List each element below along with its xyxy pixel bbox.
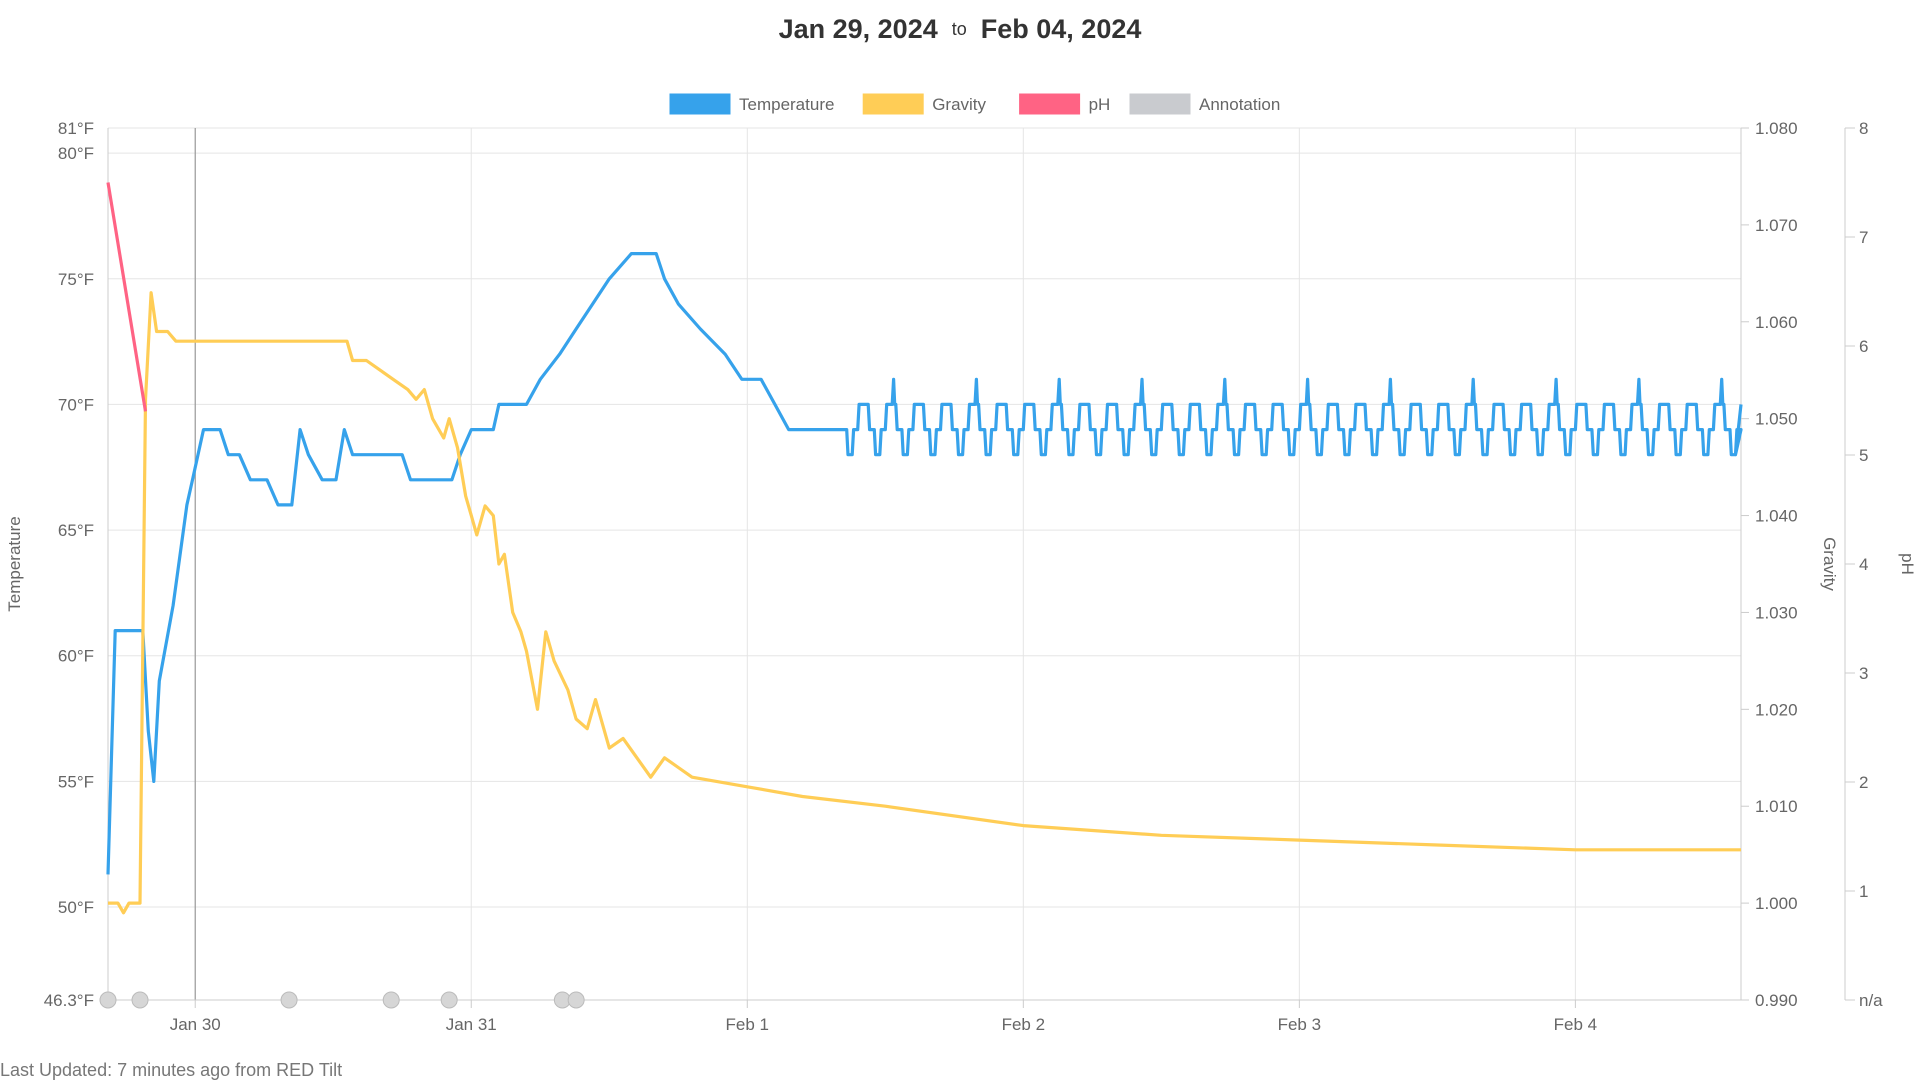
gravity-tick-label: 1.000 [1755, 894, 1798, 913]
annotation-marker [567, 991, 585, 1009]
temperature-tick-label: 46.3°F [44, 991, 94, 1010]
temperature-tick-label: 50°F [58, 898, 94, 917]
annotation-marker [440, 991, 458, 1009]
legend-label-ph: pH [1089, 95, 1111, 114]
series-line-temperature [106, 252, 1743, 875]
x-tick-label: Feb 3 [1278, 1015, 1321, 1034]
ph-tick-label: 8 [1859, 119, 1868, 138]
x-tick-label: Feb 4 [1554, 1015, 1597, 1034]
gravity-tick-label: 1.080 [1755, 119, 1798, 138]
legend: Temperature Gravity pH Annotation [668, 92, 1280, 116]
temperature-tick-label: 80°F [58, 144, 94, 163]
ph-tick-label: 4 [1859, 555, 1868, 574]
grid [108, 127, 1741, 1001]
gravity-tick-label: 1.010 [1755, 797, 1798, 816]
date-separator: to [951, 19, 967, 39]
temperature-tick-label: 65°F [58, 521, 94, 540]
gravity-tick-label: 1.050 [1755, 410, 1798, 429]
legend-label-gravity: Gravity [932, 95, 986, 114]
x-tick-label: Jan 30 [170, 1015, 221, 1034]
ph-tick-label: 6 [1859, 337, 1868, 356]
annotation-marker [131, 991, 149, 1009]
series [106, 182, 1743, 915]
temperature-tick-label: 55°F [58, 772, 94, 791]
ph-tick-label: 3 [1859, 664, 1868, 683]
ph-tick-label: 2 [1859, 773, 1868, 792]
gravity-tick-label: 0.990 [1755, 991, 1798, 1010]
annotation-marker [382, 991, 400, 1009]
legend-swatch [861, 92, 925, 116]
temperature-axis-title: Temperature [5, 516, 24, 611]
annotations [99, 991, 585, 1009]
end-date: Feb 04, 2024 [980, 14, 1142, 44]
x-tick-label: Jan 31 [446, 1015, 497, 1034]
legend-label-annotation: Annotation [1199, 95, 1280, 114]
legend-label-temperature: Temperature [739, 95, 834, 114]
series-line-ph [106, 182, 148, 412]
gravity-tick-label: 1.020 [1755, 700, 1798, 719]
temperature-tick-label: 75°F [58, 270, 94, 289]
gravity-tick-label: 1.040 [1755, 507, 1798, 526]
temperature-tick-label: 70°F [58, 395, 94, 414]
ph-tick-label: n/a [1859, 991, 1883, 1010]
start-date: Jan 29, 2024 [778, 14, 938, 44]
ph-tick-label: 7 [1859, 228, 1868, 247]
x-tick-label: Feb 2 [1002, 1015, 1045, 1034]
gravity-tick-label: 1.060 [1755, 313, 1798, 332]
gravity-tick-label: 1.070 [1755, 216, 1798, 235]
axes: 46.3°F 50°F 55°F 60°F 65°F 70°F 75°F 80°F 81°F Ja… [5, 119, 1917, 1034]
legend-swatch [668, 92, 732, 116]
ph-tick-label: 1 [1859, 882, 1868, 901]
temperature-tick-label: 60°F [58, 647, 94, 666]
last-updated-text: Last Updated: 7 minutes ago from RED Til… [0, 1060, 343, 1080]
chart-title: Jan 29, 2024 to Feb 04, 2024 [0, 14, 1920, 45]
gravity-tick-label: 1.030 [1755, 603, 1798, 622]
gravity-axis-title: Gravity [1820, 537, 1839, 591]
legend-swatch [1018, 92, 1082, 116]
annotation-marker [99, 991, 117, 1009]
x-tick-label: Feb 1 [726, 1015, 769, 1034]
ph-axis-title: pH [1898, 553, 1917, 575]
legend-swatch [1128, 92, 1192, 116]
ph-tick-label: 5 [1859, 446, 1868, 465]
temperature-tick-label: 81°F [58, 119, 94, 138]
annotation-marker [280, 991, 298, 1009]
series-line-gravity [108, 291, 1741, 915]
